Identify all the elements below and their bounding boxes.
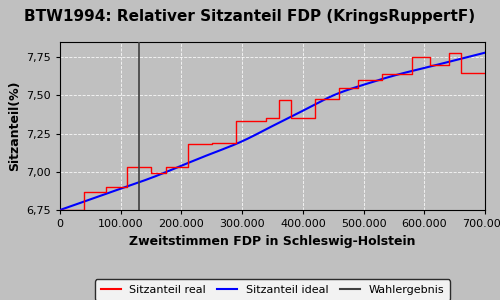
Text: BTW1994: Relativer Sitzanteil FDP (KringsRuppertF): BTW1994: Relativer Sitzanteil FDP (Kring… — [24, 9, 475, 24]
Sitzanteil real — [102, 190, 108, 194]
Sitzanteil real — [82, 190, 87, 194]
Sitzanteil real — [458, 71, 464, 74]
Sitzanteil real — [233, 120, 239, 123]
Sitzanteil real — [312, 97, 318, 100]
Sitzanteil real — [379, 72, 385, 76]
Sitzanteil ideal — [396, 72, 402, 76]
Sitzanteil ideal — [57, 208, 63, 212]
Sitzanteil real — [354, 78, 360, 82]
Sitzanteil real — [276, 117, 281, 120]
Sitzanteil real — [288, 98, 294, 102]
Sitzanteil real — [209, 142, 215, 146]
Sitzanteil real — [288, 117, 294, 120]
Sitzanteil real — [124, 185, 130, 189]
Sitzanteil real — [276, 98, 281, 102]
Sitzanteil real — [82, 208, 87, 212]
Sitzanteil real — [264, 117, 270, 120]
Sitzanteil ideal — [229, 144, 235, 148]
Sitzanteil real — [458, 51, 464, 55]
Sitzanteil real — [409, 56, 415, 59]
Sitzanteil real — [446, 51, 452, 55]
Sitzanteil ideal — [349, 87, 355, 90]
Sitzanteil real — [336, 97, 342, 100]
Sitzanteil real — [354, 86, 360, 90]
Sitzanteil real — [336, 86, 342, 90]
Sitzanteil real — [482, 71, 488, 74]
Line: Sitzanteil ideal: Sitzanteil ideal — [60, 53, 485, 210]
Sitzanteil real — [312, 117, 318, 120]
Sitzanteil real — [57, 208, 63, 212]
Sitzanteil real — [124, 165, 130, 169]
Sitzanteil real — [102, 185, 108, 189]
Sitzanteil real — [409, 72, 415, 76]
Sitzanteil real — [148, 172, 154, 175]
Sitzanteil real — [209, 141, 215, 145]
X-axis label: Zweitstimmen FDP in Schleswig-Holstein: Zweitstimmen FDP in Schleswig-Holstein — [129, 235, 416, 248]
Sitzanteil real — [264, 120, 270, 123]
Legend: Sitzanteil real, Sitzanteil ideal, Wahlergebnis: Sitzanteil real, Sitzanteil ideal, Wahle… — [95, 279, 450, 300]
Sitzanteil ideal — [100, 193, 106, 196]
Sitzanteil ideal — [482, 51, 488, 55]
Sitzanteil real — [428, 56, 434, 59]
Sitzanteil ideal — [244, 137, 250, 141]
Sitzanteil real — [233, 141, 239, 145]
Sitzanteil ideal — [388, 74, 394, 78]
Sitzanteil real — [379, 78, 385, 82]
Line: Sitzanteil real: Sitzanteil real — [60, 53, 485, 210]
Sitzanteil real — [184, 165, 190, 169]
Sitzanteil real — [184, 142, 190, 146]
Sitzanteil real — [148, 165, 154, 169]
Sitzanteil real — [428, 63, 434, 67]
Y-axis label: Sitzanteil(%): Sitzanteil(%) — [8, 81, 20, 171]
Sitzanteil real — [446, 63, 452, 67]
Sitzanteil real — [163, 172, 169, 175]
Sitzanteil real — [163, 165, 169, 169]
